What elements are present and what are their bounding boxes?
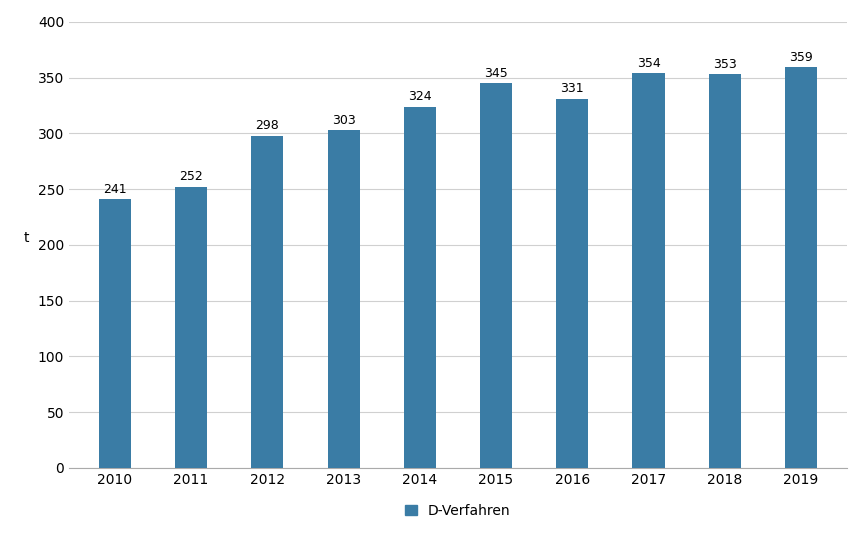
Text: 353: 353	[713, 58, 737, 71]
Y-axis label: t: t	[24, 231, 29, 245]
Text: 359: 359	[789, 51, 813, 64]
Bar	[175, 187, 207, 468]
Legend: D-Verfahren: D-Verfahren	[400, 498, 516, 523]
Text: 298: 298	[256, 119, 279, 132]
Bar	[98, 199, 130, 468]
Bar	[556, 98, 588, 468]
Bar	[251, 135, 283, 468]
Bar	[785, 67, 817, 468]
Text: 345: 345	[484, 67, 508, 80]
Text: 303: 303	[332, 114, 355, 127]
Text: 354: 354	[637, 57, 660, 70]
Text: 252: 252	[179, 170, 203, 183]
Text: 331: 331	[561, 82, 584, 95]
Text: 241: 241	[103, 183, 127, 196]
Bar	[632, 73, 664, 468]
Bar	[708, 74, 740, 468]
Bar	[327, 130, 359, 468]
Bar	[403, 107, 435, 468]
Text: 324: 324	[408, 90, 432, 103]
Bar	[480, 83, 512, 468]
